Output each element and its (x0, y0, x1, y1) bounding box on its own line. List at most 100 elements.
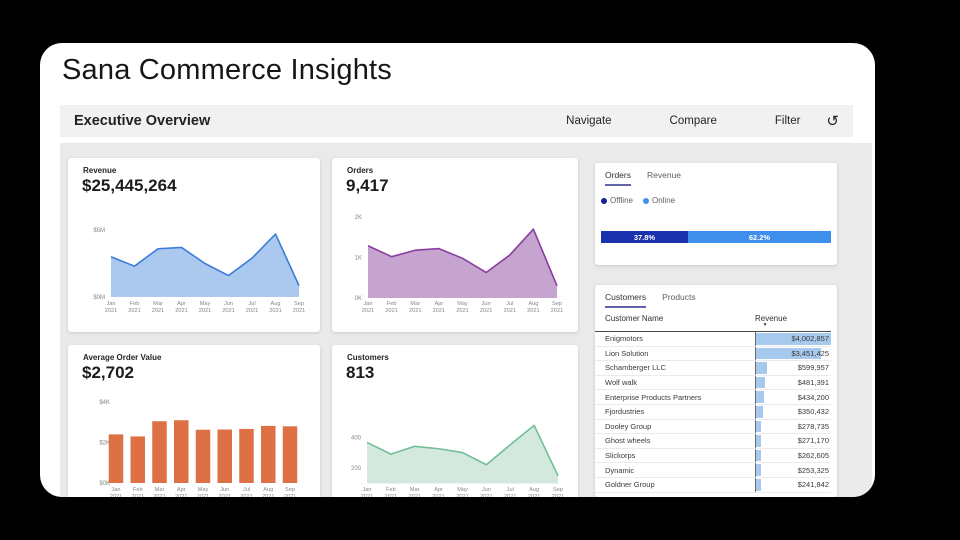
svg-text:Feb: Feb (386, 487, 396, 493)
svg-text:Apr: Apr (435, 301, 444, 307)
svg-text:Aug: Aug (528, 301, 538, 307)
svg-text:1K: 1K (355, 256, 362, 262)
revenue-column-header[interactable]: Revenue ▼ (755, 314, 831, 328)
table-tab-products[interactable]: Products (662, 292, 696, 302)
revenue-databar (756, 435, 762, 447)
svg-text:2021: 2021 (504, 494, 516, 497)
revenue-databar (756, 376, 766, 389)
revenue-cell: $3,451,425 (755, 346, 831, 361)
svg-text:400: 400 (351, 435, 362, 441)
table-row[interactable]: Wolf walk $481,391 (595, 375, 831, 391)
sort-descending-icon: ▼ (762, 322, 768, 328)
compare-button[interactable]: Compare (669, 115, 717, 127)
customer-name-cell: Fjordustries (605, 407, 645, 417)
channel-tab-orders[interactable]: Orders (605, 170, 631, 186)
table-row[interactable]: Enigmotors $4,002,857 (595, 332, 831, 347)
table-row[interactable]: Ghost wheels $271,170 (595, 434, 831, 449)
customer-name-cell: Dynamic (605, 465, 635, 475)
svg-text:2021: 2021 (199, 308, 211, 314)
orders-kpi-value: 9,417 (346, 176, 389, 195)
svg-text:Jan: Jan (363, 301, 372, 307)
svg-text:2021: 2021 (175, 494, 187, 497)
svg-text:2021: 2021 (409, 494, 421, 497)
toolbar-actions: Navigate Compare Filter (566, 115, 800, 127)
customer-name-cell: Goldner Group (605, 480, 655, 490)
table-panel-tabs: Customers Products (595, 285, 837, 308)
svg-text:Jul: Jul (248, 301, 255, 307)
svg-text:Jun: Jun (482, 301, 491, 307)
svg-text:Aug: Aug (529, 487, 539, 493)
customer-name-cell: Lion Solution (605, 348, 649, 358)
table-row[interactable]: Dynamic $253,325 (595, 463, 831, 478)
filter-button[interactable]: Filter (774, 115, 801, 127)
table-row[interactable]: Lion Solution $3,451,425 (595, 346, 831, 362)
page-title: Sana Commerce Insights (62, 54, 392, 86)
customers-chart[interactable]: 400 200 Jan 2021 Feb 2021 Mar 2021 Apr 2021 May 202… (332, 345, 578, 497)
svg-text:2021: 2021 (153, 494, 165, 497)
svg-text:2021: 2021 (385, 308, 397, 314)
revenue-chart[interactable]: $5M $0M Jan 2021 Feb 2021 Mar 2021 Apr 2021 May 202… (68, 158, 320, 332)
online-segment[interactable]: 62.2% (687, 231, 831, 243)
svg-text:Jun: Jun (224, 301, 233, 307)
svg-text:2021: 2021 (105, 308, 117, 314)
offline-segment[interactable]: 37.8% (601, 231, 688, 243)
table-row[interactable]: Goldner Group $241,842 (595, 477, 831, 493)
svg-text:2021: 2021 (222, 308, 234, 314)
revenue-databar (756, 405, 763, 418)
orders-chart[interactable]: 2K 1K 0K Jan 2021 Feb 2021 Mar 2021 Apr 2021 May 202… (332, 158, 578, 332)
average-order-value-card: $4K $2K $0K Jan 2021 Feb 2021 Mar 2021 Apr 2021 May… (68, 345, 320, 497)
revenue-cell: $434,200 (755, 390, 831, 404)
svg-text:May: May (200, 301, 211, 307)
svg-text:2021: 2021 (433, 308, 445, 314)
table-row[interactable]: Enterprise Products Partners $434,200 (595, 390, 831, 405)
table-row[interactable]: Schamberger LLC $599,957 (595, 361, 831, 376)
svg-text:Apr: Apr (177, 487, 186, 493)
svg-text:Mar: Mar (410, 487, 420, 493)
svg-text:2021: 2021 (528, 494, 540, 497)
average-order-value-chart[interactable]: $4K $2K $0K Jan 2021 Feb 2021 Mar 2021 Apr 2021 May… (68, 345, 320, 497)
svg-text:2021: 2021 (128, 308, 140, 314)
customers-kpi-value: 813 (346, 363, 375, 382)
svg-text:0K: 0K (355, 296, 362, 302)
channel-split-bar[interactable]: 37.8% 62.2% (601, 231, 831, 243)
svg-text:2021: 2021 (152, 308, 164, 314)
table-row[interactable]: Slickorps $262,605 (595, 448, 831, 464)
svg-text:Jun: Jun (482, 487, 491, 493)
revenue-cell: $481,391 (755, 375, 831, 390)
customer-name-cell: Enigmotors (605, 334, 643, 344)
svg-text:2021: 2021 (262, 494, 274, 497)
svg-text:200: 200 (351, 466, 362, 472)
svg-text:2021: 2021 (284, 494, 296, 497)
revenue-cell: $599,957 (755, 361, 831, 375)
svg-text:Sep: Sep (285, 487, 295, 493)
svg-text:Feb: Feb (387, 301, 397, 307)
undo-icon[interactable]: ↺ (826, 112, 839, 130)
revenue-databar (756, 420, 762, 433)
svg-text:Jul: Jul (506, 301, 513, 307)
channel-panel-tabs: Orders Revenue (595, 163, 837, 186)
revenue-databar (756, 464, 761, 476)
svg-text:2021: 2021 (551, 308, 563, 314)
svg-text:2021: 2021 (432, 494, 444, 497)
customer-name-column-header[interactable]: Customer Name (605, 314, 664, 323)
customer-name-cell: Ghost wheels (605, 436, 651, 446)
toolbar: Executive Overview Navigate Compare Filt… (60, 105, 853, 137)
online-legend-dot-icon (642, 197, 649, 204)
orders-card: 2K 1K 0K Jan 2021 Feb 2021 Mar 2021 Apr 2021 May 202… (332, 158, 578, 332)
customers-card: 400 200 Jan 2021 Feb 2021 Mar 2021 Apr 2021 May 202… (332, 345, 578, 497)
svg-text:Mar: Mar (155, 487, 165, 493)
table-row[interactable]: Fjordustries $350,432 (595, 404, 831, 420)
channel-legend: Offline Online (595, 186, 837, 205)
table-row[interactable]: Dooley Group $278,735 (595, 419, 831, 435)
svg-text:Aug: Aug (271, 301, 281, 307)
svg-text:$2K: $2K (99, 441, 110, 447)
navigate-button[interactable]: Navigate (566, 115, 612, 127)
revenue-cell: $271,170 (755, 434, 831, 448)
svg-text:Jan: Jan (106, 301, 115, 307)
svg-text:May: May (457, 487, 468, 493)
svg-text:Apr: Apr (434, 487, 443, 493)
table-tab-customers[interactable]: Customers (605, 292, 647, 308)
channel-tab-revenue[interactable]: Revenue (646, 170, 682, 180)
aov-card-title: Average Order Value (83, 353, 162, 362)
revenue-card: $5M $0M Jan 2021 Feb 2021 Mar 2021 Apr 2021 May 202… (68, 158, 320, 332)
